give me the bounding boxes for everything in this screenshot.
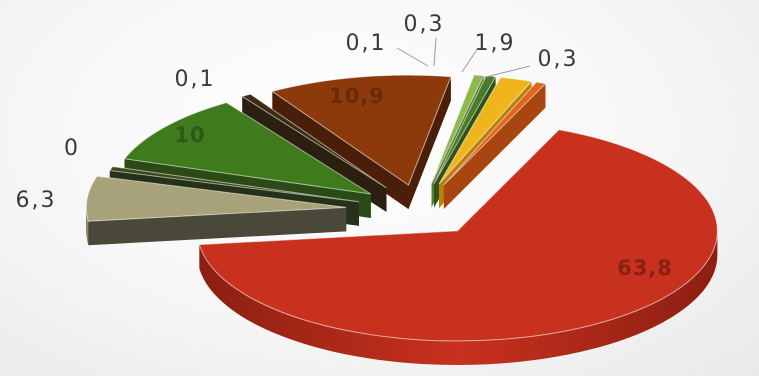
pie-slice-2 [85,175,347,246]
data-label-6: 10,9 [329,84,385,108]
data-label-2: 6,3 [16,188,57,213]
data-label-8: 0,3 [404,12,445,37]
data-label-5: 0,1 [175,67,216,92]
data-label-3: 0 [64,136,80,161]
pie-slice-1 [198,129,718,365]
leader-line-8 [433,37,437,67]
data-label-7: 0,1 [346,31,387,56]
pie-slice-10 [443,81,547,209]
data-label-10: 0,3 [538,47,579,72]
data-label-1: 63,8 [617,256,673,280]
leader-line-9 [461,47,479,73]
data-label-9: 1,9 [475,31,516,56]
data-label-4: 10 [174,123,205,147]
leader-line-10 [473,65,531,81]
leader-line-7 [396,47,429,67]
